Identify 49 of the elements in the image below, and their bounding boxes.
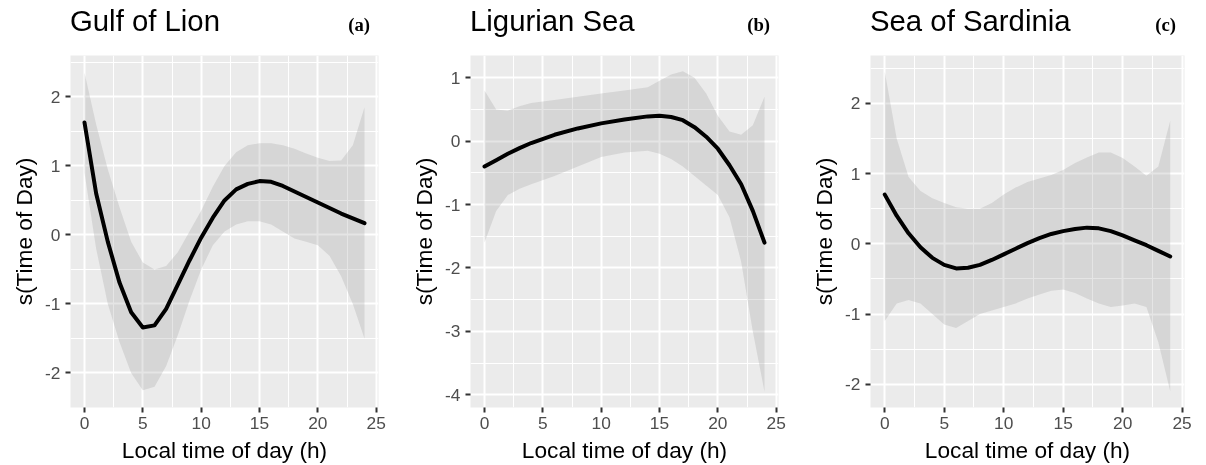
text: (a)	[348, 13, 370, 37]
y-tick-label: 1	[450, 67, 461, 88]
x-tick-label: 15	[249, 412, 270, 433]
x-tick-label: 0	[479, 412, 490, 433]
y-tick-label: 1	[50, 155, 61, 176]
x-tick-label: 20	[1113, 412, 1133, 433]
x-tick-label: 25	[366, 412, 386, 433]
y-tick-label: -1	[845, 304, 861, 325]
y-tick-label: -1	[45, 293, 61, 314]
y-tick-label: -2	[845, 374, 861, 395]
x-tick-label: 20	[308, 412, 328, 433]
x-axis-title: Local time of day (h)	[924, 436, 1131, 463]
y-tick-label: -3	[445, 321, 461, 342]
y-tick-label: 2	[850, 93, 861, 114]
line-series	[82, 120, 367, 330]
text: (c)	[1155, 13, 1176, 37]
x-tick-label: 15	[649, 412, 670, 433]
x-tick-label: 25	[1172, 412, 1192, 433]
y-axis-title: s(Time of Day)	[811, 157, 838, 306]
x-tick-label: 25	[766, 412, 786, 433]
chart-title: Ligurian Sea	[470, 3, 635, 39]
y-tick-label: -2	[45, 362, 61, 383]
x-tick-label: 20	[708, 412, 728, 433]
y-tick-label: 1	[850, 163, 861, 184]
y-tick-label: 0	[50, 224, 61, 245]
x-tick-label: 0	[879, 412, 890, 433]
x-tick-label: 5	[538, 412, 548, 433]
x-tick-label: 10	[191, 412, 211, 433]
text: (b)	[747, 13, 770, 37]
x-tick-label: 10	[994, 412, 1014, 433]
x-tick-label: 5	[138, 412, 148, 433]
y-axis-title: s(Time of Day)	[411, 157, 438, 306]
line-series	[482, 113, 767, 245]
y-tick-label: -4	[445, 384, 461, 405]
x-tick-label: 0	[79, 412, 90, 433]
chart-title: Sea of Sardinia	[870, 3, 1071, 39]
x-tick-label: 10	[591, 412, 611, 433]
x-tick-label: 5	[939, 412, 950, 433]
y-axis-title: s(Time of Day)	[11, 157, 38, 306]
y-tick-label: -2	[445, 257, 461, 278]
y-tick-label: 0	[850, 233, 861, 254]
y-tick-label: -1	[445, 194, 461, 215]
x-axis-title: Local time of day (h)	[521, 436, 728, 463]
x-axis-title: Local time of day (h)	[121, 436, 328, 463]
y-tick-label: 0	[450, 131, 461, 152]
line-series	[882, 192, 1173, 271]
y-tick-label: 2	[50, 86, 61, 107]
chart-title: Gulf of Lion	[70, 3, 220, 39]
x-tick-label: 15	[1053, 412, 1073, 433]
